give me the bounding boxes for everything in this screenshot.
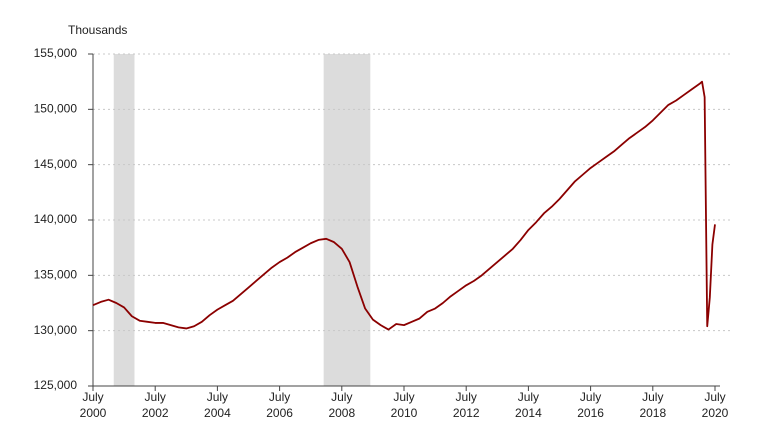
y-axis-label: Thousands [68,23,127,37]
x-tick-label: July 2000 [80,390,107,420]
x-tick-label: July 2018 [639,390,666,420]
x-tick-label: July 2020 [702,390,729,420]
x-tick-label: July 2014 [515,390,542,420]
y-tick-label: 130,000 [34,323,78,337]
x-tick-label: July 2010 [391,390,418,420]
y-tick-label: 150,000 [34,102,78,116]
x-tick-label: July 2002 [142,390,169,420]
x-tick-label: July 2012 [453,390,480,420]
x-tick-label: July 2006 [266,390,293,420]
y-tick-label: 135,000 [34,268,78,282]
y-tick-label: 125,000 [34,378,78,392]
y-tick-label: 140,000 [34,212,78,226]
recession-band [323,54,371,386]
x-tick-label: July 2016 [577,390,604,420]
y-tick-label: 155,000 [34,46,78,60]
x-tick-label: July 2008 [328,390,355,420]
x-tick-label: July 2004 [204,390,231,420]
y-tick-label: 145,000 [34,157,78,171]
data-line [92,80,716,331]
